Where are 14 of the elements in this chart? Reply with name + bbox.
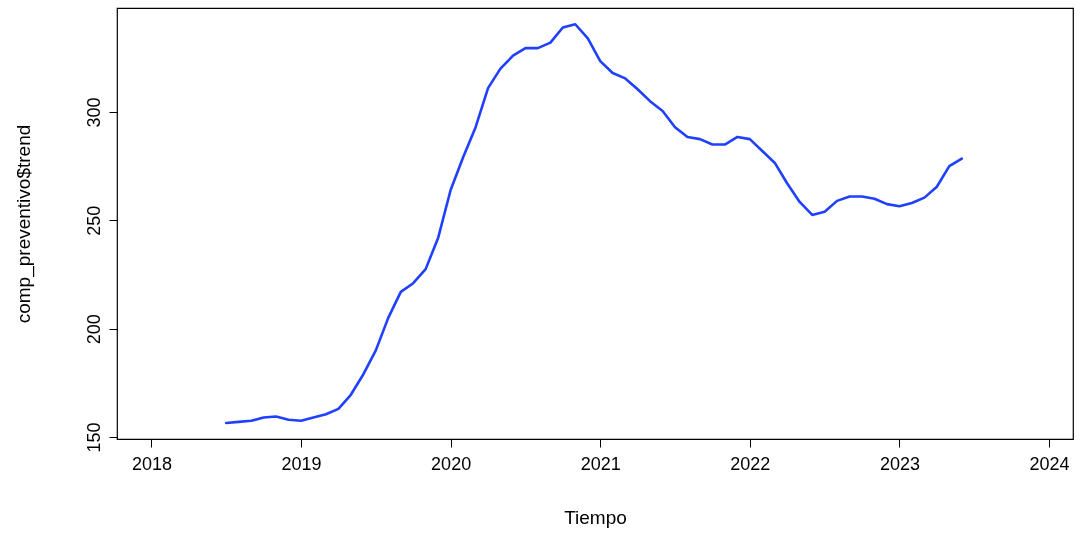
x-axis-title: Tiempo bbox=[564, 506, 627, 528]
x-tick-label: 2024 bbox=[1029, 453, 1070, 474]
y-axis-title: comp_preventivo$trend bbox=[12, 124, 35, 324]
x-tick-label: 2022 bbox=[730, 453, 771, 474]
x-tick-label: 2019 bbox=[281, 453, 322, 474]
x-tick-label: 2023 bbox=[879, 453, 920, 474]
y-tick-label: 200 bbox=[83, 314, 104, 345]
x-tick-label: 2021 bbox=[580, 453, 621, 474]
x-tick-label: 2020 bbox=[431, 453, 472, 474]
y-tick-label: 250 bbox=[83, 205, 104, 236]
y-tick-label: 300 bbox=[83, 97, 104, 128]
x-tick-label: 2018 bbox=[131, 453, 172, 474]
line-series bbox=[224, 22, 964, 425]
y-tick-label: 150 bbox=[83, 422, 104, 453]
